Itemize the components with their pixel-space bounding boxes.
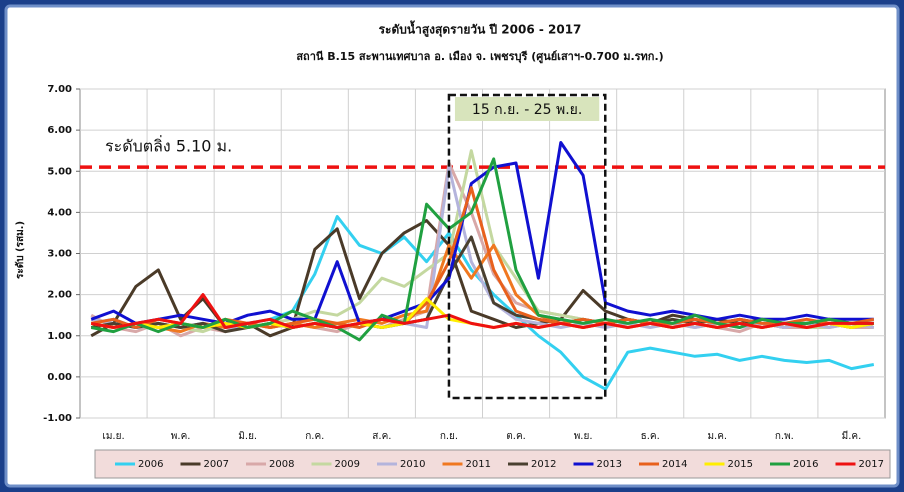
- legend-label: 2010: [400, 459, 425, 470]
- y-tick-label: 3.00: [47, 249, 72, 260]
- legend-label: 2009: [335, 459, 360, 470]
- y-tick-label: 2.00: [47, 290, 72, 301]
- legend-label: 2017: [859, 459, 884, 470]
- x-tick-label: เม.ย.: [102, 431, 124, 442]
- legend-label: 2007: [204, 459, 229, 470]
- y-axis-label: ระดับ (รสม.): [14, 221, 26, 279]
- y-tick-label: 0.00: [47, 372, 72, 383]
- period-box: [447, 93, 607, 400]
- chart-subtitle: สถานี B.15 สะพานเทศบาล อ. เมือง จ. เพชรบ…: [296, 50, 663, 64]
- legend-label: 2013: [597, 459, 622, 470]
- x-tick-label: มิ.ย.: [238, 431, 257, 442]
- legend-label: 2015: [728, 459, 753, 470]
- chart-title: ระดับน้ำสูงสุดรายวัน ปี 2006 - 2017: [379, 20, 582, 38]
- y-tick-label: -1.00: [43, 413, 72, 424]
- legend-box: [94, 449, 891, 479]
- x-tick-label: พ.ค.: [171, 431, 191, 442]
- x-tick-label: ธ.ค.: [641, 431, 660, 442]
- y-tick-label: 7.00: [47, 84, 72, 95]
- x-tick-label: พ.ย.: [574, 431, 593, 442]
- legend-label: 2014: [662, 459, 687, 470]
- y-tick-label: 5.00: [47, 166, 72, 177]
- x-tick-label: ม.ค.: [707, 431, 727, 442]
- bank-level-label: ระดับตลิ่ง 5.10 ม.: [105, 135, 232, 156]
- period-label-bg: [454, 97, 600, 121]
- y-tick-label: 1.00: [47, 331, 72, 342]
- legend-label: 2012: [531, 459, 556, 470]
- x-tick-label: ส.ค.: [372, 431, 391, 442]
- x-tick-label: ก.ย.: [440, 431, 458, 442]
- y-tick-label: 6.00: [47, 125, 72, 136]
- legend-label: 2008: [269, 459, 294, 470]
- legend-label: 2006: [138, 459, 163, 470]
- legend-label: 2011: [466, 459, 491, 470]
- series-line: [90, 293, 874, 329]
- legend-label: 2016: [793, 459, 818, 470]
- period-label: 15 ก.ย. - 25 พ.ย.: [472, 102, 582, 118]
- x-tick-label: ก.พ.: [775, 431, 794, 442]
- x-tick-label: มี.ค.: [842, 430, 862, 442]
- x-tick-label: ก.ค.: [305, 431, 324, 442]
- x-tick-label: ต.ค.: [506, 431, 526, 442]
- y-tick-label: 4.00: [47, 207, 72, 218]
